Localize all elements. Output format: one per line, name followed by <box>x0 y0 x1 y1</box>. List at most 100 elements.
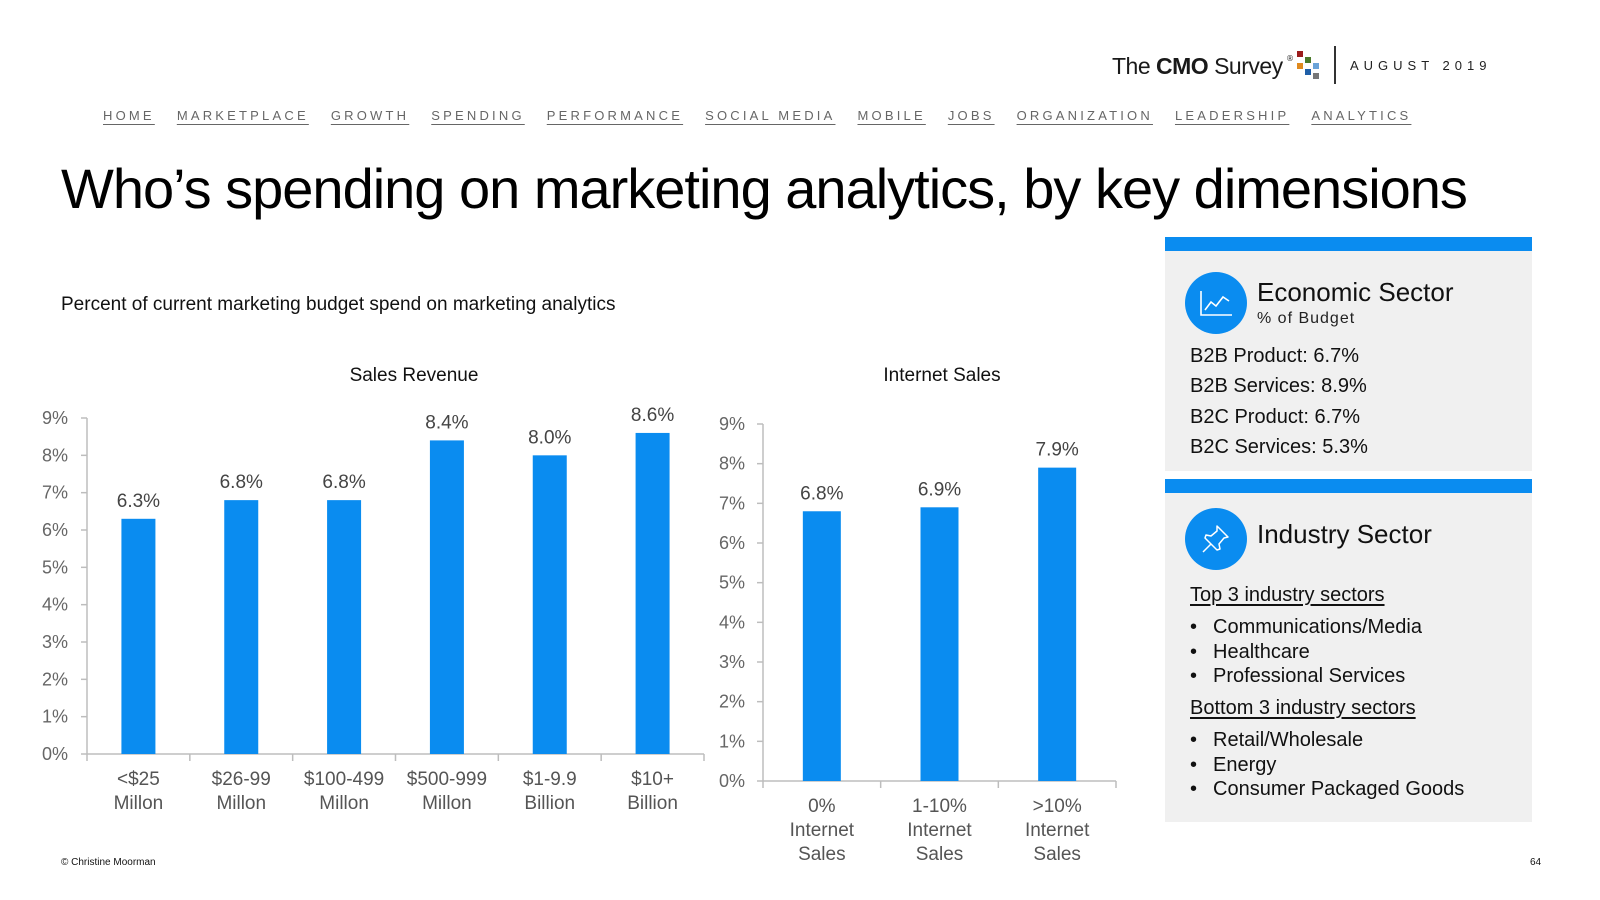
nav-leadership[interactable]: LEADERSHIP <box>1174 108 1290 123</box>
y-tick-label: 9% <box>719 414 745 434</box>
logo-squares-icon: ® <box>1286 51 1319 79</box>
x-tick-label: Millon <box>216 793 266 814</box>
pushpin-icon <box>1185 508 1247 570</box>
x-tick-label: Billion <box>524 793 575 814</box>
panel-accent-bar <box>1165 479 1532 493</box>
cmo-survey-logo: The CMO Survey ® <box>1112 46 1323 86</box>
list-item: Communications/Media <box>1190 615 1422 640</box>
x-tick-label: $100-499 <box>304 769 384 790</box>
page-number: 64 <box>1530 857 1542 868</box>
chart-subtitle: Percent of current marketing budget spen… <box>61 294 616 315</box>
y-tick-label: 6% <box>719 533 745 553</box>
top-nav: HOME MARKETPLACE GROWTH SPENDING PERFORM… <box>103 108 1433 123</box>
y-tick-label: 2% <box>42 669 68 689</box>
data-label: 6.8% <box>800 483 843 504</box>
x-tick-label: Millon <box>114 793 164 814</box>
bar <box>802 511 841 781</box>
x-tick-label: $26-99 <box>212 769 271 790</box>
economic-sector-title: Economic Sector <box>1257 277 1454 307</box>
x-tick-label: Millon <box>319 793 369 814</box>
y-tick-label: 9% <box>42 408 68 428</box>
data-label: 8.0% <box>528 427 571 448</box>
data-label: 6.8% <box>220 472 263 493</box>
y-tick-label: 1% <box>42 707 68 727</box>
bar <box>327 500 362 754</box>
logo-wordmark: The CMO Survey <box>1112 52 1283 79</box>
nav-mobile[interactable]: MOBILE <box>857 108 926 123</box>
bar <box>121 518 156 754</box>
x-tick-label: >10% <box>1033 796 1082 817</box>
data-label: 7.9% <box>1036 440 1079 461</box>
bar <box>1038 467 1077 781</box>
x-tick-label: 0% <box>808 796 836 817</box>
x-tick-label: Sales <box>1033 844 1081 865</box>
y-tick-label: 5% <box>719 573 745 593</box>
nav-social-media[interactable]: SOCIAL MEDIA <box>705 108 836 123</box>
chart-title: Sales Revenue <box>350 365 479 386</box>
y-tick-label: 7% <box>42 483 68 503</box>
nav-performance[interactable]: PERFORMANCE <box>546 108 684 123</box>
y-tick-label: 3% <box>42 632 68 652</box>
list-item: Consumer Packaged Goods <box>1190 777 1464 802</box>
x-tick-label: Billion <box>627 793 678 814</box>
bar-charts: Sales Revenue 0% 1% 2% 3% 4% 5% 6% 7% 8% 9% 6.3% <$2… <box>42 365 1117 865</box>
economic-sector-panel: Economic Sector % of Budget B2B Product:… <box>1165 237 1532 471</box>
y-tick-label: 5% <box>42 557 68 577</box>
x-tick-label: $500-999 <box>407 769 487 790</box>
y-tick-label: 4% <box>719 612 745 632</box>
x-tick-label: $1-9.9 <box>523 769 577 790</box>
data-label: 8.6% <box>631 405 674 426</box>
x-tick-label: Sales <box>916 844 964 865</box>
x-tick-label: <$25 <box>117 769 160 790</box>
list-item: Retail/Wholesale <box>1190 728 1464 753</box>
data-label: 6.9% <box>918 479 961 500</box>
industry-sector-panel: Industry Sector Top 3 industry sectors C… <box>1165 479 1532 822</box>
nav-organization[interactable]: ORGANIZATION <box>1016 108 1153 123</box>
copyright-footer: © Christine Moorman <box>61 857 156 868</box>
nav-home[interactable]: HOME <box>103 108 155 123</box>
list-item: Professional Services <box>1190 664 1422 689</box>
economic-line-b2b-product: B2B Product: 6.7% <box>1190 345 1359 367</box>
nav-marketplace[interactable]: MARKETPLACE <box>176 108 309 123</box>
x-tick-label: $10+ <box>631 769 674 790</box>
nav-jobs[interactable]: JOBS <box>947 108 995 123</box>
y-tick-label: 1% <box>719 731 745 751</box>
page-title: Who’s spending on marketing analytics, b… <box>61 157 1468 220</box>
y-tick-label: 3% <box>719 652 745 672</box>
data-label: 6.8% <box>322 472 365 493</box>
nav-analytics[interactable]: ANALYTICS <box>1311 108 1412 123</box>
top-sectors-heading: Top 3 industry sectors <box>1190 584 1385 606</box>
y-tick-label: 6% <box>42 520 68 540</box>
y-tick-label: 8% <box>42 445 68 465</box>
x-tick-label: Internet <box>790 820 855 841</box>
x-tick-label: 1-10% <box>912 796 967 817</box>
svg-text:®: ® <box>1286 54 1294 63</box>
y-tick-label: 7% <box>719 493 745 513</box>
line-chart-icon <box>1185 272 1247 334</box>
x-tick-label: Internet <box>907 820 972 841</box>
x-tick-label: Millon <box>422 793 472 814</box>
bottom-sectors-list: Retail/Wholesale Energy Consumer Package… <box>1190 728 1464 802</box>
bar <box>224 500 259 754</box>
bar <box>920 507 959 781</box>
x-tick-label: Sales <box>798 844 846 865</box>
bar <box>532 455 567 754</box>
survey-date: AUGUST 2019 <box>1350 58 1492 73</box>
industry-sector-title: Industry Sector <box>1257 519 1432 549</box>
nav-growth[interactable]: GROWTH <box>330 108 410 123</box>
data-label: 6.3% <box>117 491 160 512</box>
economic-sector-subtitle: % of Budget <box>1257 310 1356 327</box>
y-tick-label: 0% <box>719 771 745 791</box>
nav-spending[interactable]: SPENDING <box>431 108 525 123</box>
y-tick-label: 4% <box>42 595 68 615</box>
y-tick-label: 0% <box>42 744 68 764</box>
data-label: 8.4% <box>425 412 468 433</box>
list-item: Healthcare <box>1190 640 1422 665</box>
panel-accent-bar <box>1165 237 1532 251</box>
logo-divider <box>1334 46 1336 84</box>
economic-line-b2c-services: B2C Services: 5.3% <box>1190 436 1368 458</box>
y-tick-label: 8% <box>719 454 745 474</box>
y-tick-label: 2% <box>719 692 745 712</box>
x-tick-label: Internet <box>1025 820 1090 841</box>
bar <box>429 440 464 754</box>
